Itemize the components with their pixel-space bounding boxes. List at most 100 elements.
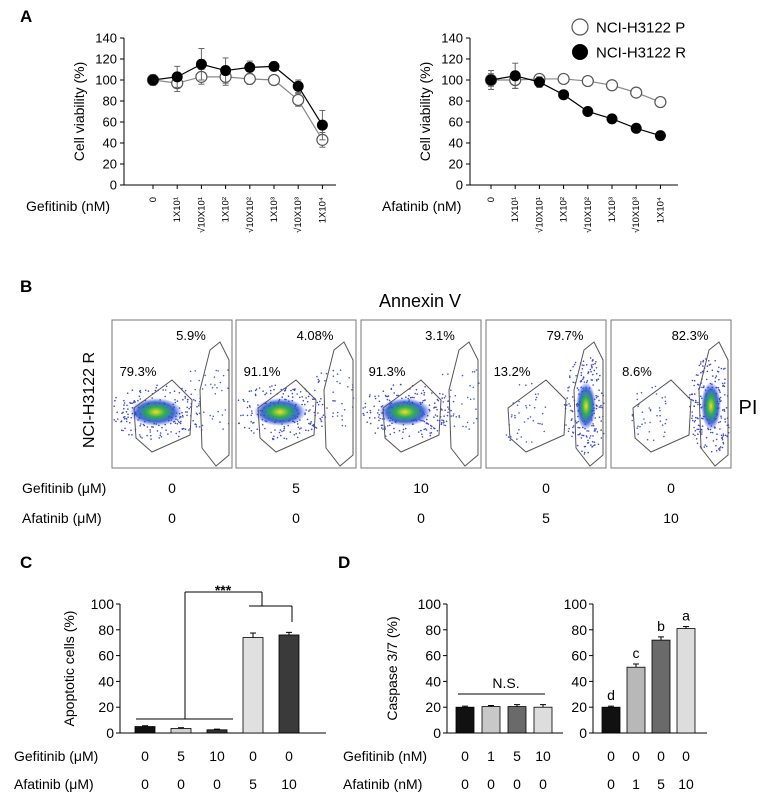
event-dot [721,382,724,385]
event-dot [248,404,251,407]
event-dot [186,406,188,409]
lower-gate-percent: 79.3% [120,364,157,379]
x-tick-label: 1X10¹ [510,197,521,222]
y-tick-label: 20 [449,157,463,172]
event-dot [447,373,449,375]
event-dot [424,399,426,402]
event-dot [131,402,133,405]
event-dot [708,360,710,362]
panel-label-a: A [20,7,32,26]
event-dot [693,405,695,407]
event-dot [698,364,701,367]
event-dot [516,432,519,435]
event-dot [300,427,302,429]
event-dot [279,429,282,431]
event-dot [393,392,396,394]
x-tick-label: 1X10⁴ [655,197,666,223]
event-dot [694,434,696,437]
event-dot [720,367,723,370]
event-dot [696,383,699,386]
live-gate [507,379,567,453]
data-point-filled [509,70,521,82]
event-dot [689,394,691,396]
event-dot [156,384,158,387]
event-dot [243,426,246,429]
legend-label: NCI-H3122 P [596,20,685,37]
event-dot [715,438,718,441]
event-dot [430,427,432,430]
data-point-open [292,93,305,107]
event-dot [271,385,273,387]
event-dot [510,416,513,418]
y-tick-label: 60 [571,648,587,664]
event-dot [595,428,597,430]
event-dot [310,428,313,431]
event-dot [544,406,547,408]
event-dot [595,361,597,363]
event-dot [664,431,666,434]
event-dot [186,411,188,413]
event-dot [369,411,372,414]
event-dot [598,399,600,402]
event-dot [658,407,661,409]
event-dot [169,392,171,394]
event-dot [664,400,667,403]
event-dot [426,422,428,425]
event-dot [575,422,578,424]
event-dot [421,436,424,438]
event-dot [574,361,577,364]
event-dot [711,431,714,434]
event-dot [423,428,426,431]
event-dot [405,396,407,399]
flow-cytometry-panel: Annexin V NCI-H3122 R PI 5.9% 79.3% 0 0 4.08% 91… [22,291,757,526]
event-dot [427,423,430,425]
event-dot [297,426,300,429]
event-dot [282,393,285,395]
event-dot [369,409,372,412]
event-dot [347,386,349,388]
event-dot [308,410,310,412]
event-dot [475,417,478,420]
event-dot [194,423,197,425]
bar [651,639,671,734]
event-dot [443,397,446,399]
live-gate [632,379,692,453]
event-dot [131,389,134,392]
event-dot [341,415,343,417]
event-dot [174,399,176,401]
gefitinib-dose: 0 [249,748,257,764]
data-point-open [581,74,594,88]
event-dot [445,420,448,423]
event-dot [589,435,592,437]
event-dot [720,415,722,418]
event-dot [442,422,445,424]
apoptotic-gate [448,341,479,467]
event-dot [717,448,720,450]
event-dot [362,412,365,415]
apoptotic-gate [698,341,729,467]
event-dot [152,426,154,428]
event-dot [641,423,643,426]
event-dot [518,412,520,414]
event-dot [189,380,192,382]
event-dot [339,369,342,372]
event-dot [158,437,160,439]
event-dot [509,439,512,442]
y-tick-label: 20 [425,699,441,715]
x-tick-label: 1X10² [221,197,232,222]
y-tick-label: 100 [564,596,588,612]
afatinib-dose: 0 [417,510,425,526]
event-dot [115,420,117,423]
event-dot [164,389,167,391]
event-dot [187,398,189,401]
event-dot [299,391,302,393]
event-dot [368,417,371,419]
event-dot [712,440,715,442]
x-tick-label: 1X10¹ [172,197,183,222]
live-gate [382,379,442,453]
event-dot [706,365,709,367]
event-dot [141,437,143,439]
event-dot [590,379,593,381]
event-dot [256,428,259,431]
event-dot [579,381,582,383]
